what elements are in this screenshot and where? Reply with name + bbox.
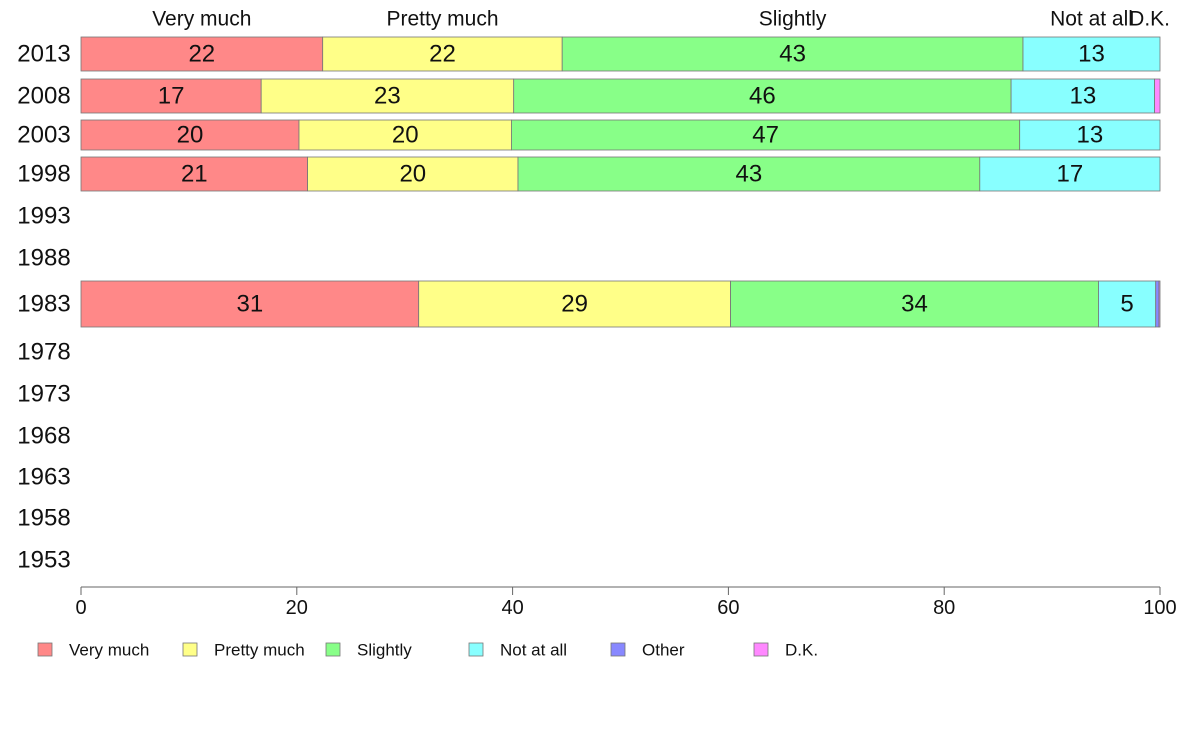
category-labels-group: Very much Pretty much Slightly Not at allD.… — [152, 8, 1170, 31]
legend-label: Slightly — [357, 641, 412, 660]
bar-segment-2008-not-at-all — [1010, 78, 1155, 114]
bars-group: 22 22 43 13 17 23 46 13 20 20 47 13 21 20 43 17 31 29 34 5 — [80, 36, 1161, 328]
x-tick-label-100: 100 — [1143, 597, 1176, 619]
x-tick-label-80: 80 — [933, 597, 955, 619]
year-label-1978: 1978 — [17, 339, 70, 366]
x-tick-label-20: 20 — [286, 597, 308, 619]
year-label-1953: 1953 — [17, 547, 70, 574]
bar-row-2003: 20 20 47 13 — [80, 119, 1161, 151]
year-label-2003: 2003 — [17, 122, 70, 149]
year-label-1968: 1968 — [17, 423, 70, 450]
legend-item-pretty-much: Pretty much — [182, 641, 305, 660]
year-label-2008: 2008 — [17, 83, 70, 110]
x-tick-label-0: 0 — [75, 597, 86, 619]
bar-row-2013: 22 22 43 13 — [80, 36, 1161, 72]
x-axis: 0 20 40 60 80 100 — [75, 586, 1177, 619]
year-label-1983: 1983 — [17, 291, 70, 318]
legend-item-very-much: Very much — [37, 641, 149, 660]
legend-label: D.K. — [785, 641, 818, 660]
legend: Very much Pretty much Slightly Not at all Ot… — [37, 641, 818, 660]
data-label-2003-3: 13 — [1077, 122, 1104, 149]
legend-label: Pretty much — [214, 641, 305, 660]
bar-segment-2008-pretty-much — [260, 78, 515, 114]
data-label-1998-1: 20 — [399, 161, 426, 188]
data-label-2003-1: 20 — [392, 122, 419, 149]
bar-segment-1998-not-at-all — [979, 156, 1161, 192]
bar-segment-1983-d-k — [1158, 280, 1161, 328]
year-label-1973: 1973 — [17, 381, 70, 408]
legend-swatch — [610, 642, 626, 657]
legend-swatch — [753, 642, 769, 657]
bar-segment-1998-pretty-much — [307, 156, 519, 192]
x-tick-label-40: 40 — [501, 597, 523, 619]
data-label-1983-2: 34 — [901, 291, 928, 318]
year-label-1988: 1988 — [17, 245, 70, 272]
data-label-1983-0: 31 — [237, 291, 264, 318]
data-label-2013-2: 43 — [779, 41, 806, 68]
top-label-very-much: Very much — [152, 8, 251, 31]
data-label-1998-2: 43 — [736, 161, 763, 188]
bar-segment-2003-very-much — [80, 119, 300, 151]
year-label-1958: 1958 — [17, 505, 70, 532]
bar-row-1998: 21 20 43 17 — [80, 156, 1161, 192]
data-label-2008-3: 13 — [1070, 83, 1097, 110]
top-label-pretty-much: Pretty much — [386, 8, 498, 31]
legend-label: Not at all — [500, 641, 567, 660]
legend-label: Other — [642, 641, 685, 660]
data-label-1983-3: 5 — [1120, 291, 1133, 318]
legend-item-d-k: D.K. — [753, 641, 818, 660]
legend-item-not-at-all: Not at all — [468, 641, 567, 660]
bar-segment-2013-not-at-all — [1022, 36, 1161, 72]
bar-segment-2013-very-much — [80, 36, 324, 72]
bar-segment-1983-other — [1155, 280, 1160, 328]
data-label-2008-0: 17 — [158, 83, 185, 110]
legend-item-slightly: Slightly — [325, 641, 412, 660]
legend-item-other: Other — [610, 641, 685, 660]
data-label-2013-3: 13 — [1078, 41, 1105, 68]
bar-segment-2008-very-much — [80, 78, 262, 114]
data-label-2013-0: 22 — [188, 41, 215, 68]
bar-segment-1998-very-much — [80, 156, 309, 192]
top-label-slightly: Slightly — [759, 8, 827, 31]
data-label-2013-1: 22 — [429, 41, 456, 68]
legend-swatch — [37, 642, 53, 657]
bar-segment-2003-not-at-all — [1019, 119, 1161, 151]
bar-segment-2008-slightly — [513, 78, 1012, 114]
x-tick-label-60: 60 — [717, 597, 739, 619]
bar-segment-1983-pretty-much — [418, 280, 731, 328]
bar-row-1983: 31 29 34 5 — [80, 280, 1161, 328]
bar-segment-2013-slightly — [561, 36, 1024, 72]
bar-segment-1983-not-at-all — [1098, 280, 1157, 328]
bar-segment-2013-pretty-much — [322, 36, 563, 72]
data-label-2008-1: 23 — [374, 83, 401, 110]
year-label-1963: 1963 — [17, 464, 70, 491]
bar-segment-1983-very-much — [80, 280, 420, 328]
data-label-2003-0: 20 — [177, 122, 204, 149]
year-label-1993: 1993 — [17, 203, 70, 230]
data-label-2008-2: 46 — [749, 83, 776, 110]
top-label-not-at-all: Not at all — [1050, 8, 1133, 31]
legend-swatch — [468, 642, 484, 657]
year-label-1998: 1998 — [17, 161, 70, 188]
bar-segment-2003-pretty-much — [298, 119, 513, 151]
legend-swatch — [182, 642, 198, 657]
bar-row-2008: 17 23 46 13 — [80, 78, 1161, 114]
bar-segment-2008-d-k — [1154, 78, 1161, 114]
data-label-1983-1: 29 — [561, 291, 588, 318]
data-label-1998-0: 21 — [181, 161, 208, 188]
data-label-1998-3: 17 — [1057, 161, 1084, 188]
year-labels-group: 2013 2008 2003 1998 1993 1988 1983 1978 1973 1968… — [17, 41, 70, 574]
bar-segment-1983-slightly — [730, 280, 1099, 328]
data-label-2003-2: 47 — [752, 122, 779, 149]
legend-label: Very much — [69, 641, 149, 660]
top-label-d-k: D.K. — [1129, 8, 1170, 31]
legend-swatch — [325, 642, 341, 657]
year-label-2013: 2013 — [17, 41, 70, 68]
